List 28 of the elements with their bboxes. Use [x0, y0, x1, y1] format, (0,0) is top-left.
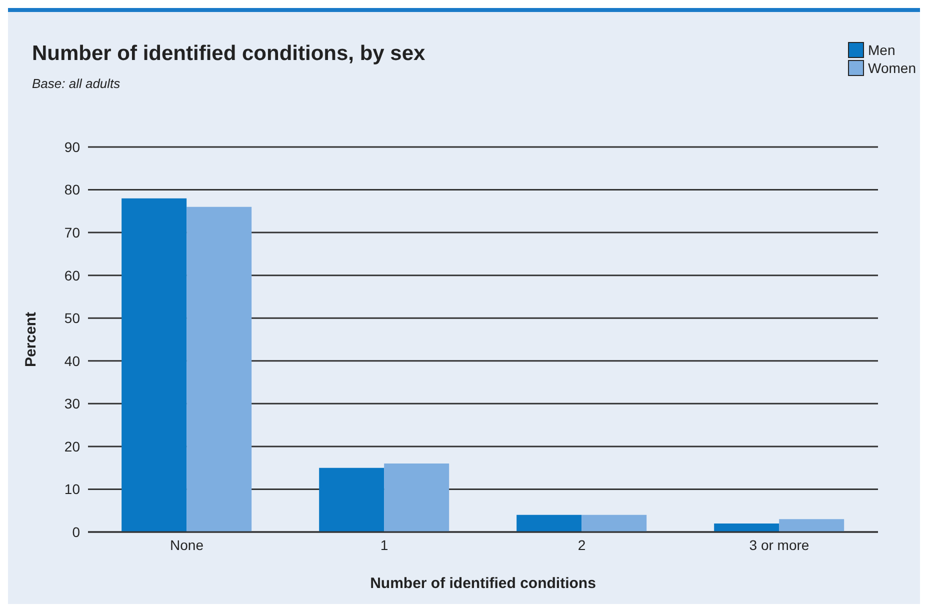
bar: [319, 468, 384, 532]
y-tick-label: 40: [64, 352, 80, 369]
bar: [384, 464, 450, 532]
bar: [516, 514, 582, 532]
bar: [122, 198, 187, 532]
y-tick-label: 50: [64, 310, 80, 326]
y-tick-label: 70: [64, 224, 80, 241]
legend-label: Women: [868, 60, 916, 76]
y-tick-label: 10: [64, 481, 80, 498]
legend-label: Men: [868, 42, 896, 58]
y-tick-label: 90: [64, 138, 80, 155]
bar: [186, 206, 252, 532]
y-tick-label: 80: [64, 182, 80, 198]
bar: [714, 523, 780, 532]
bar: [582, 514, 647, 532]
y-tick-label: 20: [64, 438, 80, 454]
x-tick-label: 2: [578, 536, 586, 553]
bar: [779, 519, 844, 532]
y-tick-label: 60: [64, 267, 80, 284]
y-tick-label: 0: [72, 524, 80, 540]
chart-title: Number of identified conditions, by sex: [32, 42, 426, 66]
y-tick-label: 30: [64, 396, 80, 412]
x-axis-title: Number of identified conditions: [370, 575, 596, 592]
x-tick-label: 3 or more: [749, 536, 810, 553]
x-tick-label: None: [170, 536, 204, 553]
x-tick-label: 1: [380, 536, 388, 553]
y-axis-title: Percent: [22, 312, 40, 368]
chart-subtitle: Base: all adults: [32, 76, 120, 91]
